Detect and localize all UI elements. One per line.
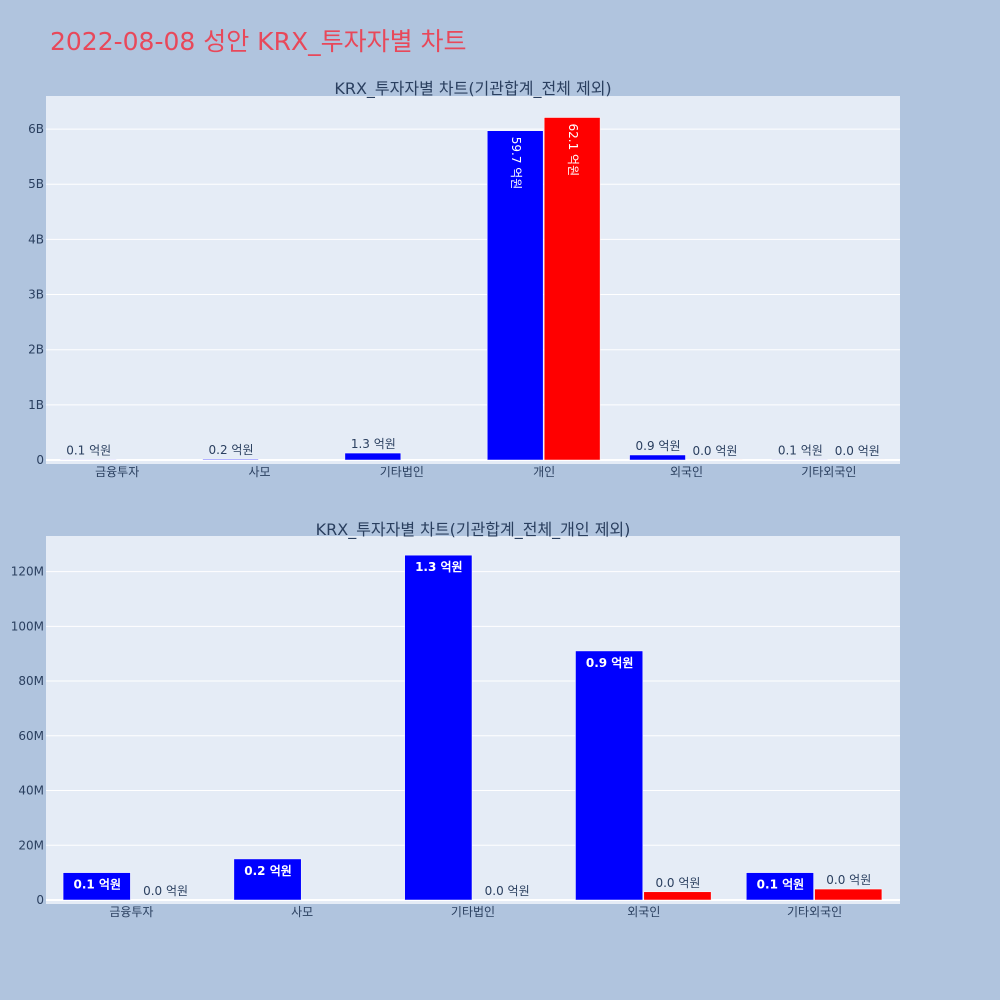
y-tick-label: 6B <box>28 122 44 136</box>
y-tick-label: 40M <box>18 784 44 798</box>
bar <box>486 130 544 461</box>
plot-area <box>46 96 900 464</box>
chart-1: 0 1B 2B 3B 4B 5B 6B KRX_투자자별 차트(기관합계_전체 제외) 금융투자… <box>28 79 900 479</box>
bar <box>746 872 814 901</box>
y-tick-label: 80M <box>18 674 44 688</box>
bar <box>344 452 402 461</box>
chart-title: KRX_투자자별 차트(기관합계_전체_개인 제외) <box>316 520 631 540</box>
data-label: 0.9 억원 <box>586 656 634 670</box>
bar <box>233 858 302 901</box>
y-tick-label: 0 <box>36 893 44 907</box>
bar <box>575 650 644 901</box>
data-label: 0.0 억원 <box>835 444 880 458</box>
bar <box>629 454 686 461</box>
y-tick-label: 4B <box>28 232 44 246</box>
x-tick-label: 기타외국인 <box>787 905 842 919</box>
bar <box>771 459 829 461</box>
x-tick-label: 외국인 <box>670 465 703 479</box>
data-label: 0.0 억원 <box>143 884 188 898</box>
data-label: 0.2 억원 <box>244 864 292 878</box>
y-tick-label: 2B <box>28 343 44 357</box>
bar <box>543 117 601 461</box>
data-label: 0.9 억원 <box>636 439 681 453</box>
data-label: 0.1 억원 <box>73 878 121 892</box>
y-tick-label: 120M <box>11 565 44 579</box>
x-tick-label: 개인 <box>533 465 555 479</box>
chart-2: 0 20M 40M 60M 80M 100M 120M KRX_투자자별 차트(기관합계_전체… <box>11 520 900 919</box>
y-tick-label: 5B <box>28 177 44 191</box>
data-label: 0.1 억원 <box>757 878 805 892</box>
data-label: 1.3 억원 <box>351 437 396 451</box>
data-label: 59.7 억원 <box>509 137 523 190</box>
page-title: 2022-08-08 성안 KRX_투자자별 차트 <box>50 27 467 56</box>
bar <box>59 459 117 461</box>
data-label: 1.3 억원 <box>415 560 463 574</box>
data-label: 0.0 억원 <box>655 876 700 890</box>
x-tick-label: 외국인 <box>627 905 660 919</box>
bar <box>814 888 883 901</box>
x-tick-label: 기타외국인 <box>801 465 856 479</box>
chart-title: KRX_투자자별 차트(기관합계_전체 제외) <box>334 79 611 99</box>
x-tick-label: 금융투자 <box>95 465 139 479</box>
data-label: 62.1 억원 <box>566 124 580 177</box>
data-label: 0.0 억원 <box>485 884 530 898</box>
data-label: 0.0 억원 <box>692 444 737 458</box>
y-tick-label: 0 <box>36 453 44 467</box>
bar <box>404 554 473 901</box>
y-tick-label: 60M <box>18 729 44 743</box>
bar <box>62 872 131 901</box>
y-tick-label: 100M <box>11 619 44 633</box>
x-tick-label: 기타법인 <box>380 465 424 479</box>
x-tick-label: 기타법인 <box>451 905 495 919</box>
data-label: 0.2 억원 <box>209 443 254 457</box>
x-tick-label: 사모 <box>248 465 270 479</box>
x-tick-label: 금융투자 <box>109 905 153 919</box>
data-label: 0.0 억원 <box>826 873 871 887</box>
bar <box>202 458 259 461</box>
x-tick-label: 사모 <box>291 905 313 919</box>
data-label: 0.1 억원 <box>66 443 111 457</box>
y-tick-label: 20M <box>18 838 44 852</box>
plot-area <box>46 536 900 904</box>
y-tick-label: 3B <box>28 288 44 302</box>
y-tick-label: 1B <box>28 398 44 412</box>
data-label: 0.1 억원 <box>778 443 823 457</box>
bar <box>643 891 712 901</box>
